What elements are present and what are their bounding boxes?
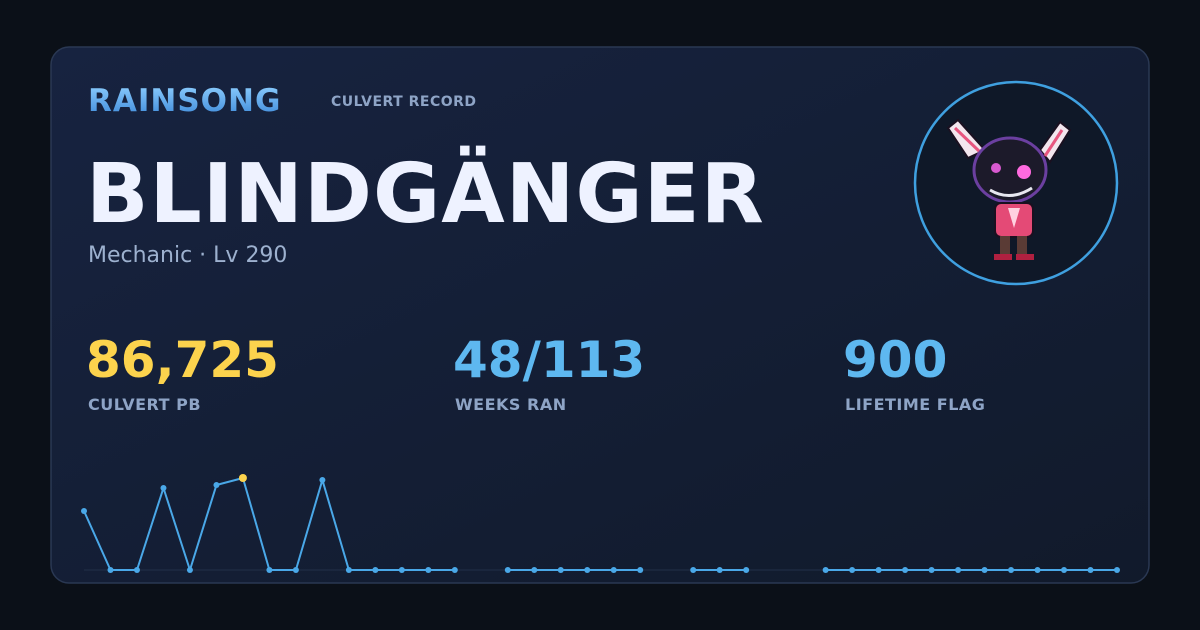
card (50, 46, 1150, 584)
stat-value: 86,725 (86, 331, 279, 389)
sparkline-point (266, 567, 273, 573)
sparkline-point (928, 567, 935, 573)
sparkline-point (398, 567, 405, 573)
sparkline-point (425, 567, 432, 573)
sparkline-point (81, 508, 87, 515)
sparkline-point (716, 567, 723, 573)
sparkline-point (849, 567, 856, 573)
stat-label: LIFETIME FLAG (845, 395, 985, 414)
sparkline-point (955, 567, 962, 573)
character-name: BLINDGÄNGER (86, 146, 765, 242)
sparkline-point (186, 567, 193, 573)
sparkline-point (504, 567, 511, 573)
sparkline-point (610, 567, 617, 573)
sparkline-point (1061, 567, 1068, 573)
sparkline-point (875, 567, 882, 573)
stat-value: 900 (843, 331, 947, 389)
sparkline-point (1034, 567, 1041, 573)
sparkline-point (160, 484, 167, 491)
sparkline-point (1087, 567, 1094, 573)
sparkline-point (345, 567, 352, 573)
stat-label: CULVERT PB (88, 395, 201, 414)
sparkline-point (319, 476, 326, 483)
subtitle: CULVERT RECORD (331, 94, 477, 110)
sparkline (81, 474, 1120, 573)
brand: RAINSONG (88, 83, 281, 119)
sparkline-point (1008, 567, 1015, 573)
character-info: Mechanic · Lv 290 (88, 243, 287, 268)
sparkline-point (133, 567, 140, 573)
sparkline-point (292, 567, 299, 573)
sparkline-point (637, 567, 644, 573)
sparkline-point (531, 567, 538, 573)
stat-value: 48/113 (453, 331, 645, 389)
sparkline-point (372, 567, 379, 573)
sparkline-point (238, 474, 247, 482)
sparkline-point (584, 567, 591, 573)
sparkline-point (1114, 567, 1120, 573)
stats: 86,725 CULVERT PB 48/113 WEEKS RAN 900 LIFETI… (86, 331, 985, 414)
sparkline-point (902, 567, 909, 573)
sparkline-point (557, 567, 564, 573)
stat-label: WEEKS RAN (455, 395, 567, 414)
sparkline-point (822, 567, 829, 573)
sparkline-point (743, 567, 750, 573)
avatar (913, 80, 1119, 286)
sparkline-point (451, 567, 458, 573)
sparkline-point (981, 567, 988, 573)
sparkline-point (107, 567, 114, 573)
sparkline-point (690, 567, 697, 573)
sparkline-point (213, 482, 220, 489)
